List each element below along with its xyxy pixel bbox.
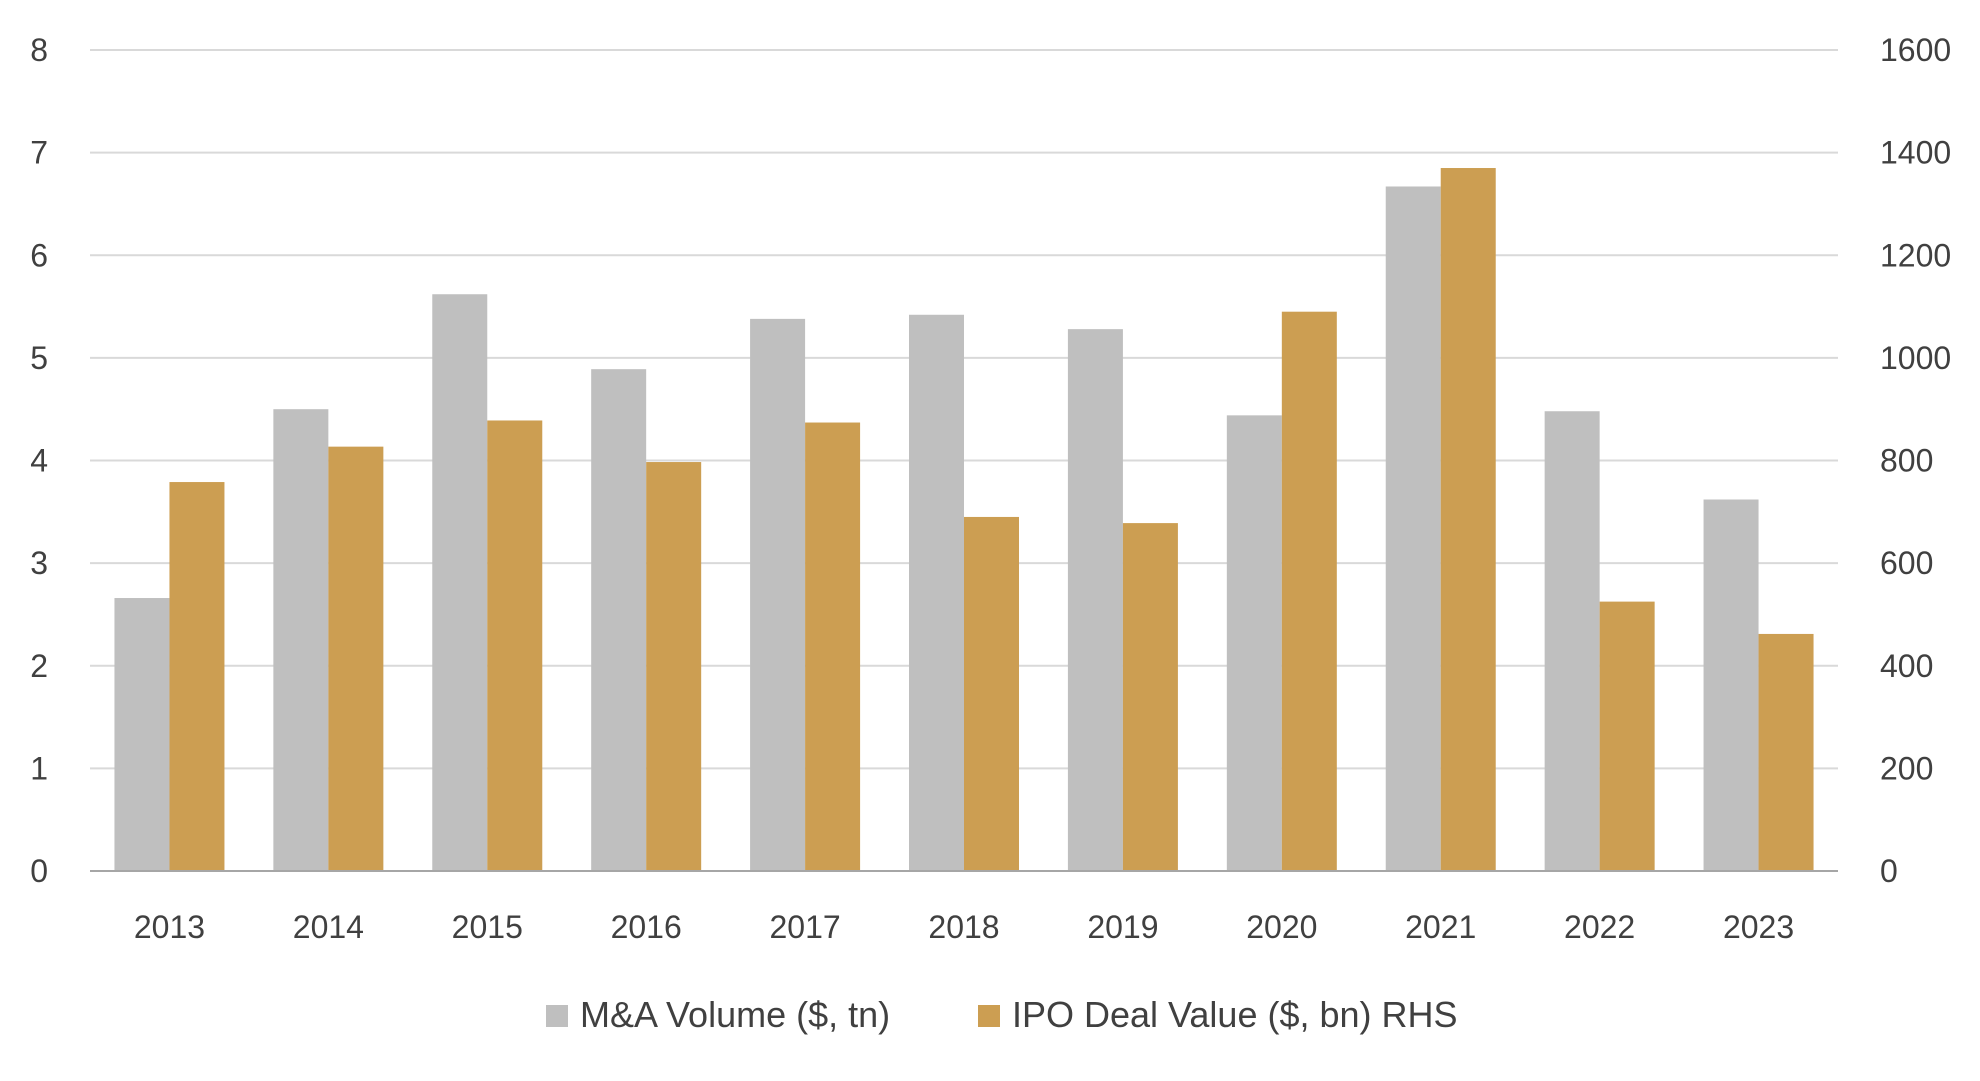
bars	[114, 168, 1814, 872]
y-right-tick-label: 400	[1880, 648, 1933, 684]
bar-ipo-deal-value	[487, 420, 543, 871]
y-left-tick-label: 7	[30, 135, 48, 171]
bar-ma-volume	[273, 409, 329, 871]
bar-ma-volume	[909, 314, 964, 872]
x-tick-label: 2014	[293, 909, 364, 945]
bar-ma-volume	[591, 369, 647, 871]
y-right-tick-label: 1000	[1880, 340, 1951, 376]
bar-ma-volume	[432, 294, 488, 871]
x-tick-label: 2019	[1087, 909, 1158, 945]
legend-label-ma-volume: M&A Volume ($, tn)	[580, 994, 890, 1035]
y-left-tick-label: 1	[30, 750, 48, 786]
bar-ma-volume	[1703, 499, 1759, 871]
legend-swatch-ma-volume	[546, 1005, 568, 1027]
x-tick-label: 2018	[928, 909, 999, 945]
x-tick-label: 2022	[1564, 909, 1635, 945]
legend-label-ipo-deal-value: IPO Deal Value ($, bn) RHS	[1012, 994, 1458, 1035]
bar-ipo-deal-value	[1440, 168, 1496, 872]
y-right-tick-label: 1400	[1880, 135, 1951, 171]
y-left-tick-label: 4	[30, 443, 48, 479]
bar-ipo-deal-value	[169, 482, 225, 871]
bar-ma-volume	[1226, 415, 1282, 871]
y-left-tick-label: 3	[30, 545, 48, 581]
bar-ipo-deal-value	[1122, 523, 1178, 871]
y-right-tick-label: 200	[1880, 750, 1933, 786]
x-tick-label: 2015	[452, 909, 523, 945]
bar-ipo-deal-value	[1281, 311, 1337, 872]
y-left-tick-label: 6	[30, 237, 48, 273]
bar-ma-volume	[1544, 411, 1600, 871]
x-tick-label: 2017	[769, 909, 840, 945]
x-tick-label: 2023	[1723, 909, 1794, 945]
bar-ma-volume	[1067, 329, 1123, 871]
y-left-tick-label: 8	[30, 32, 48, 68]
y-left-tick-label: 2	[30, 648, 48, 684]
y-left-tick-label: 5	[30, 340, 48, 376]
bar-ma-volume	[1385, 186, 1441, 871]
y-left-tick-label: 0	[30, 853, 48, 889]
legend: M&A Volume ($, tn) IPO Deal Value ($, bn…	[546, 994, 1458, 1035]
legend-swatch-ipo-deal-value	[978, 1005, 1000, 1027]
bar-ipo-deal-value	[646, 462, 702, 871]
bar-ipo-deal-value	[805, 422, 861, 871]
x-tick-label: 2021	[1405, 909, 1476, 945]
x-tick-label: 2016	[611, 909, 682, 945]
y-right-tick-label: 0	[1880, 853, 1898, 889]
bar-ipo-deal-value	[328, 446, 384, 871]
bar-ipo-deal-value	[1758, 633, 1814, 871]
x-tick-label: 2020	[1246, 909, 1317, 945]
y-right-tick-label: 800	[1880, 443, 1933, 479]
bar-ipo-deal-value	[964, 516, 1019, 871]
y-right-tick-label: 1600	[1880, 32, 1951, 68]
y-right-tick-label: 1200	[1880, 237, 1951, 273]
tick-labels: 0 1 2 3 4 5 6 7 8 0 200 400 600 800 1000 1200 1400 1600 20…	[30, 32, 1951, 945]
y-right-tick-label: 600	[1880, 545, 1933, 581]
x-tick-label: 2013	[134, 909, 205, 945]
bar-ma-volume	[750, 318, 806, 871]
bar-ipo-deal-value	[1599, 601, 1655, 871]
bar-ma-volume	[114, 598, 170, 871]
